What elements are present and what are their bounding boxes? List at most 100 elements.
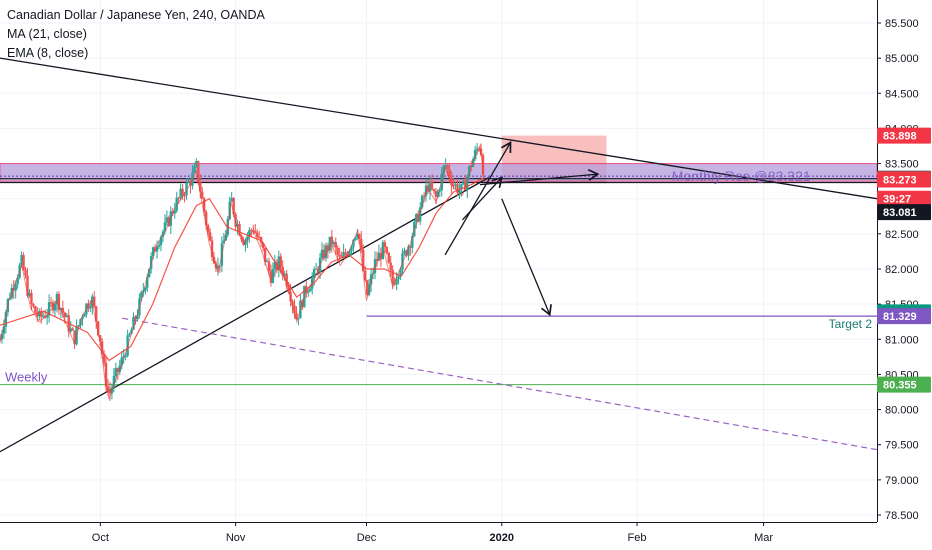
candle-body <box>348 250 351 256</box>
ma-21-line <box>0 177 485 362</box>
candle-body <box>387 252 390 263</box>
price-badge-label: 83.898 <box>883 131 917 143</box>
candle-body <box>263 248 267 262</box>
candle-body <box>460 184 463 190</box>
candle-body <box>297 318 300 320</box>
price-badge <box>877 190 931 207</box>
candle-body <box>434 190 438 197</box>
candle-body <box>124 356 127 358</box>
candle-body <box>324 245 328 259</box>
candle-body <box>377 252 381 261</box>
price-tick-label: 84.500 <box>885 88 919 100</box>
candle-body <box>365 280 369 295</box>
candle-body <box>151 247 155 257</box>
candle-body <box>314 268 318 270</box>
candle-body <box>352 239 355 248</box>
candle-body <box>146 277 149 288</box>
time-tick-label: Oct <box>92 532 109 544</box>
candle-body <box>187 181 190 183</box>
candle-body <box>73 330 76 345</box>
candle-body <box>120 357 123 366</box>
price-badge-label: 83.081 <box>883 207 917 219</box>
candle-body <box>307 291 310 293</box>
candle-body <box>369 274 373 285</box>
candle-body <box>41 315 45 317</box>
candle-body <box>279 256 282 267</box>
candle-body <box>2 326 6 334</box>
candle-body <box>26 275 29 296</box>
candle-body <box>407 246 410 256</box>
candle-body <box>36 312 39 317</box>
candle-body <box>238 224 241 236</box>
price-tick-label: 82.500 <box>885 229 919 241</box>
candle-body <box>173 210 176 214</box>
candle-body <box>248 230 251 237</box>
candle-body <box>295 313 298 319</box>
price-tick-label: 81.000 <box>885 334 919 346</box>
candle-body <box>446 165 449 169</box>
candle-body <box>452 185 455 187</box>
candle-body <box>456 184 459 193</box>
candle-body <box>422 195 426 197</box>
candle-body <box>81 316 84 320</box>
candle-body <box>448 168 451 178</box>
candle-body <box>277 256 281 271</box>
candle-body <box>381 242 385 260</box>
candle-body <box>391 269 394 284</box>
candle-body <box>454 184 457 186</box>
price-tick-label: 83.500 <box>885 159 919 171</box>
candle-body <box>411 236 414 248</box>
candle-body <box>16 277 19 285</box>
candle-body <box>96 321 100 336</box>
ema-indicator-label[interactable]: EMA (8, close) <box>7 46 89 60</box>
candle-body <box>430 181 434 189</box>
candle-body <box>0 333 4 340</box>
candle-body <box>403 250 406 254</box>
candle-body <box>340 256 343 258</box>
candle-body <box>363 270 367 281</box>
candle-body <box>281 266 284 276</box>
candle-body <box>20 255 23 266</box>
candle-body <box>165 217 169 223</box>
candle-body <box>481 155 485 175</box>
price-tick-label: 80.000 <box>885 405 919 417</box>
candle-body <box>100 341 104 355</box>
candle-body <box>269 271 273 283</box>
candle-body <box>399 269 402 277</box>
candle-body <box>354 237 357 240</box>
candle-body <box>197 161 200 183</box>
ema-8-line <box>0 144 485 400</box>
symbol-title[interactable]: Canadian Dollar / Japanese Yen, 240, OAN… <box>7 8 265 22</box>
ma-indicator-label[interactable]: MA (21, close) <box>7 27 87 41</box>
candle-body <box>475 148 479 150</box>
candle-body <box>55 293 59 305</box>
candle-body <box>28 292 31 296</box>
candle-body <box>320 249 324 258</box>
candle-body <box>112 375 116 388</box>
price-badges: 83.89883.28583.27339:2783.08181.38381.32… <box>877 127 931 393</box>
trendlines <box>0 57 877 453</box>
time-axis[interactable]: Oct Nov Dec 2020 Feb Mar <box>0 522 932 550</box>
candle-body <box>167 217 171 226</box>
candle-body <box>132 316 135 330</box>
candle-body <box>350 247 353 251</box>
candle-body <box>432 188 436 191</box>
candle-body <box>63 312 66 318</box>
ascending-trendline <box>0 177 489 453</box>
candle-body <box>385 247 388 253</box>
chart-legend: Canadian Dollar / Japanese Yen, 240, OAN… <box>7 6 265 63</box>
price-badge-label: 81.329 <box>883 311 917 323</box>
candle-body <box>71 328 74 331</box>
candle-body <box>234 214 237 227</box>
price-tick-label: 79.000 <box>885 475 919 487</box>
time-tick-label: Dec <box>357 532 377 544</box>
projection-arrow <box>444 141 512 256</box>
candle-body <box>40 311 43 317</box>
price-axis[interactable]: 85.50085.00084.50084.00083.50083.00082.5… <box>877 0 932 550</box>
candle-body <box>175 197 178 211</box>
candle-body <box>24 269 27 276</box>
price-tick-label: 85.500 <box>885 18 919 30</box>
candle-body <box>130 329 133 334</box>
candle-body <box>4 312 8 327</box>
